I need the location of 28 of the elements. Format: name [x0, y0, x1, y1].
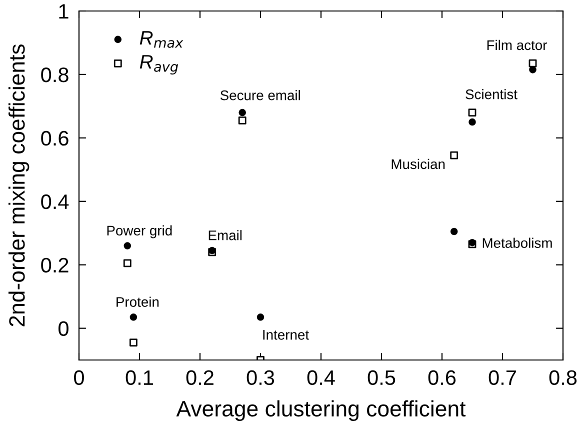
y-tick-label: 0.2 — [41, 258, 68, 273]
y-tick-label: 0 — [58, 321, 68, 336]
annotation: Musician — [392, 158, 445, 170]
annotation: Metabolism — [482, 238, 552, 248]
y-tick-label: 0.6 — [41, 130, 68, 146]
annotation: Email — [208, 230, 242, 240]
x-axis-title: Average clustering coefficient — [176, 400, 466, 421]
x-tick-label: 0.7 — [488, 370, 516, 386]
annotation: Film actor — [487, 40, 547, 50]
annotation: Internet — [263, 330, 309, 340]
annotation: Protein — [116, 296, 159, 307]
x-tick-label: 0.5 — [368, 370, 396, 386]
y-tick-label: 0.4 — [41, 194, 69, 210]
legend-label: R$_{max}$ — [140, 31, 184, 48]
y-axis-title: 2nd-order mixing coefficients — [8, 44, 30, 326]
legend-label: R$_{avg}$ — [140, 55, 178, 74]
x-tick-label: 0.2 — [186, 370, 214, 386]
x-tick-label: 0.3 — [246, 370, 274, 386]
annotation: Scientist — [466, 89, 518, 100]
annotation: Power grid — [107, 225, 172, 238]
y-tick-label: 0.8 — [41, 67, 68, 82]
x-tick-label: 0.4 — [307, 370, 335, 386]
y-tick-label: 1 — [59, 4, 68, 19]
x-tick-label: 0.8 — [549, 370, 577, 386]
annotation: Secure email — [220, 90, 300, 100]
x-tick-label: 0 — [74, 370, 84, 386]
x-tick-label: 0.6 — [428, 370, 456, 386]
x-tick-label: 0.1 — [126, 370, 153, 386]
